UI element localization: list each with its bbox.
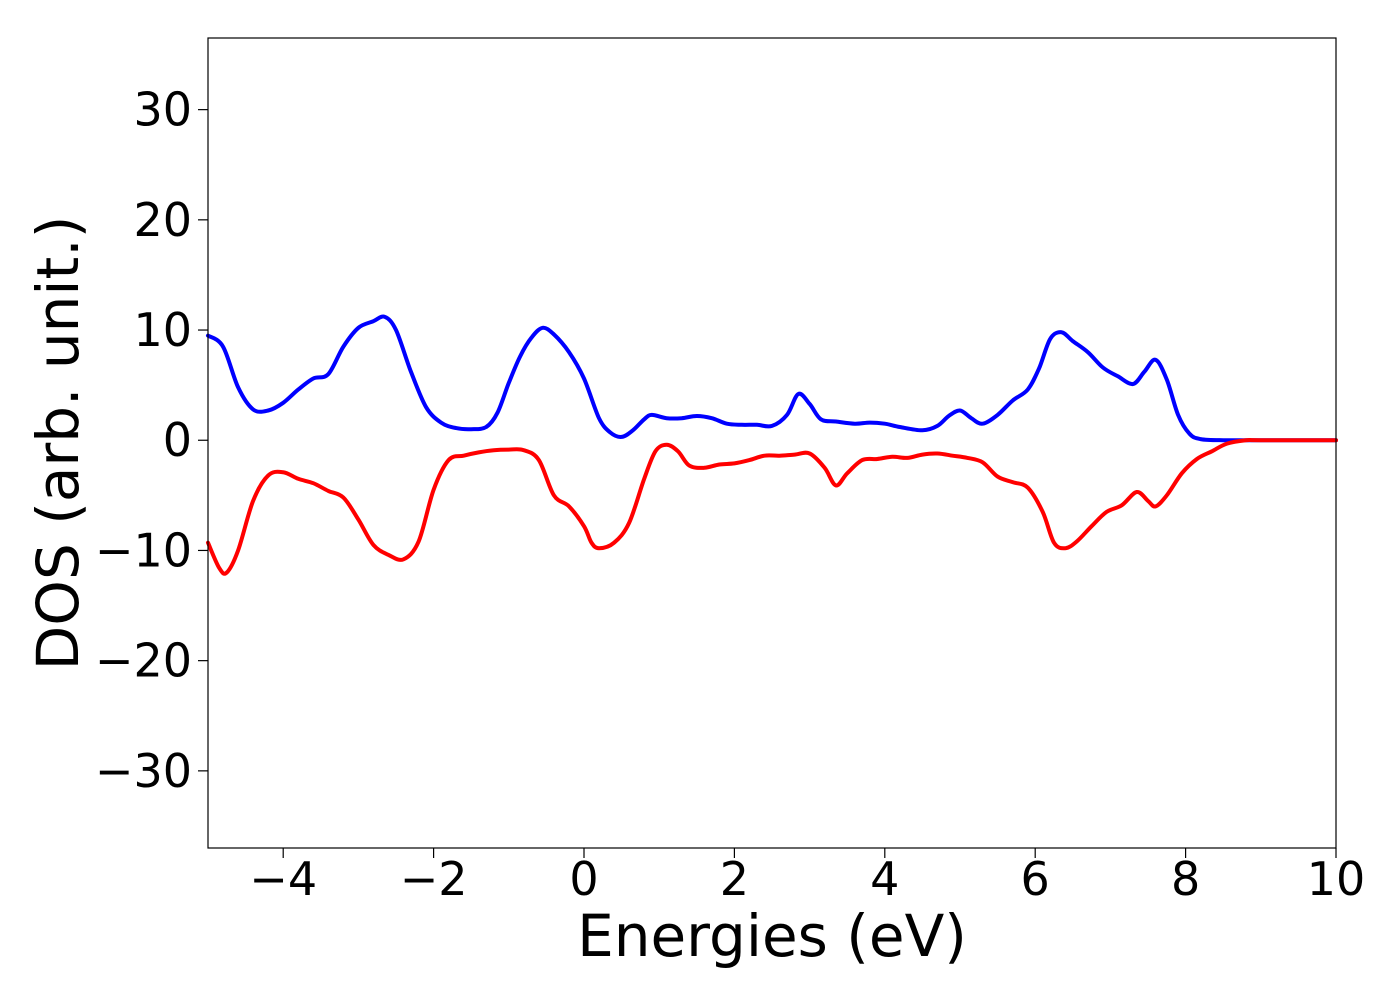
y-tick-label: −10 [95,523,192,577]
x-tick-label: −2 [400,852,468,906]
x-tick-label: 4 [870,852,899,906]
x-tick-label: 2 [720,852,749,906]
y-tick-label: 30 [133,83,192,137]
y-axis-label: DOS (arb. unit.) [24,216,92,671]
y-tick-label: 20 [133,193,192,247]
x-tick-label: 8 [1171,852,1200,906]
y-tick-label: −20 [95,634,192,688]
series-line-0 [206,314,1338,443]
x-tick-label: −4 [249,852,317,906]
x-tick-label: 6 [1021,852,1050,906]
x-axis-ticks: −4 −2 0 2 4 6 8 10 [249,848,1365,906]
plot-frame [207,37,1337,849]
y-tick-label: −30 [95,744,192,798]
y-axis-ticks: 30 20 10 0 −10 −20 −30 [95,83,208,798]
y-tick-label: 0 [163,413,192,467]
y-tick-label: 10 [133,303,192,357]
x-tick-label: 0 [569,852,598,906]
series-line-1 [206,437,1338,576]
x-tick-label: 10 [1307,852,1366,906]
x-axis-label: Energies (eV) [577,902,967,970]
series-layer [206,314,1338,576]
